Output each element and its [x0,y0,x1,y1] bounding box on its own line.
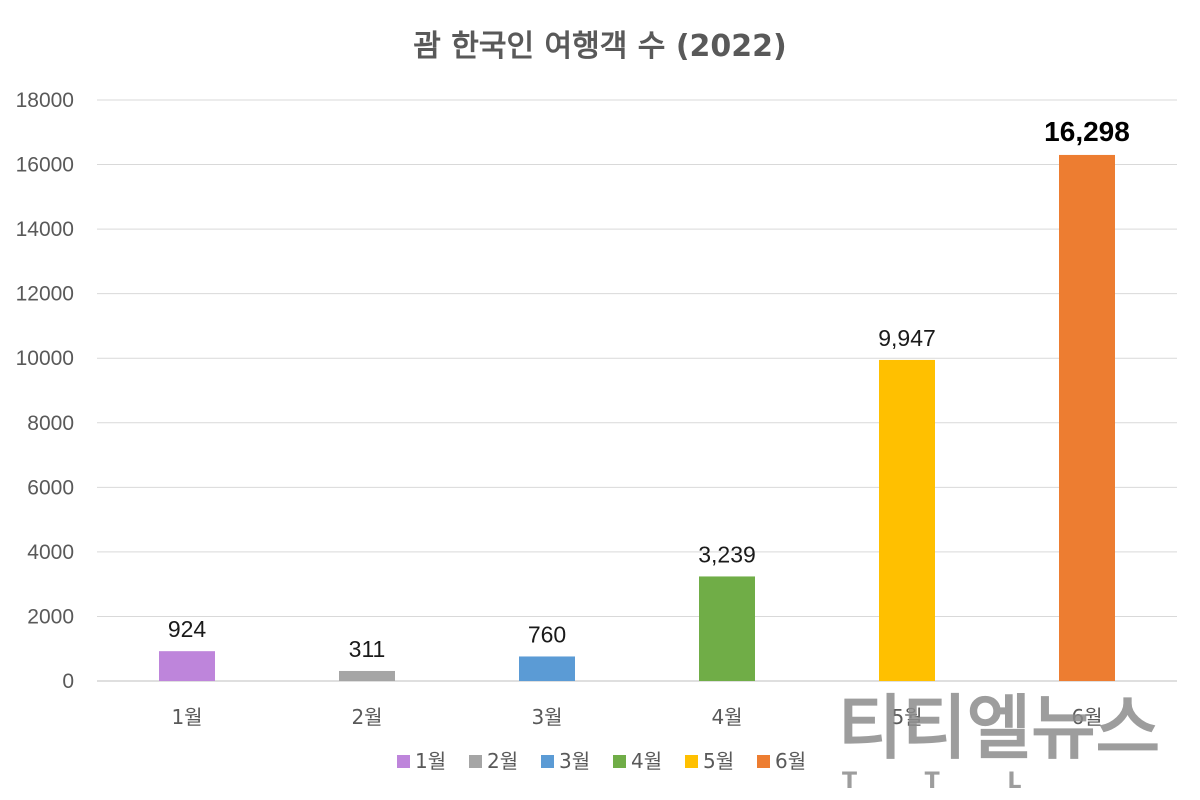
data-labels: 924 311 760 3,239 9,947 16,298 [168,116,1130,662]
legend-label: 6월 [775,749,806,773]
legend-swatch [757,755,770,768]
legend-swatch [541,755,554,768]
x-tick-label: 4월 [711,705,742,729]
watermark-logo: 티티엘뉴스 T T L [838,687,1160,794]
y-tick-label: 4000 [27,541,74,564]
legend-label: 4월 [631,749,662,773]
y-tick-label: 8000 [27,412,74,435]
x-tick-label: 5월 [891,705,922,729]
legend-swatch [397,755,410,768]
watermark-subtext: T T L [842,769,1051,794]
bars [159,154,1115,682]
y-tick-label: 12000 [16,283,74,306]
y-tick-label: 6000 [27,476,74,499]
x-tick-label: 2월 [351,705,382,729]
legend-label: 3월 [559,749,590,773]
bar [519,656,575,681]
bar [699,576,755,681]
legend: 1월 2월 3월 4월 5월 6월 [397,749,806,773]
bar [159,651,215,681]
x-tick-label: 6월 [1071,705,1102,729]
x-tick-label: 3월 [531,705,562,729]
legend-swatch [685,755,698,768]
legend-swatch [469,755,482,768]
legend-label: 1월 [415,749,446,773]
y-tick-label: 0 [62,670,74,693]
y-tick-label: 16000 [16,154,74,177]
data-label: 311 [349,636,386,662]
watermark-text: 티티엘뉴스 [838,687,1160,769]
y-axis-ticks: 0 2000 4000 6000 8000 10000 12000 14000 16000 180… [16,89,74,693]
bar [1059,154,1115,682]
x-axis-ticks: 1월 2월 3월 4월 5월 6월 [171,705,1102,729]
legend-label: 5월 [703,749,734,773]
y-tick-label: 18000 [16,89,74,112]
chart-title: 괌 한국인 여행객 수 (2022) [413,29,787,64]
data-label: 9,947 [878,325,936,351]
bar [339,670,395,681]
data-label: 3,239 [698,541,756,567]
y-tick-label: 2000 [27,605,74,628]
legend-swatch [613,755,626,768]
gridlines [97,99,1177,682]
data-label: 16,298 [1044,116,1130,147]
y-tick-label: 14000 [16,218,74,241]
bar [879,359,935,681]
legend-label: 2월 [487,749,518,773]
x-tick-label: 1월 [171,705,202,729]
data-label: 760 [528,621,566,647]
y-tick-label: 10000 [16,347,74,370]
data-label: 924 [168,616,207,642]
